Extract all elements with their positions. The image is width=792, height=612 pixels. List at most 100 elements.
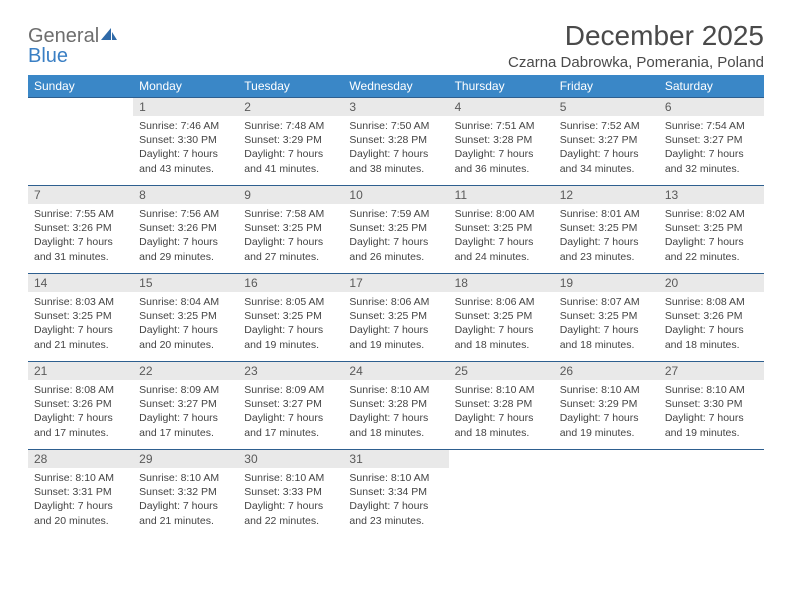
day-cell: 20Sunrise: 8:08 AMSunset: 3:26 PMDayligh…	[659, 274, 764, 362]
day-content: Sunrise: 7:46 AMSunset: 3:30 PMDaylight:…	[133, 116, 238, 182]
day-number: 14	[28, 274, 133, 292]
day-number: 22	[133, 362, 238, 380]
day-cell: 6Sunrise: 7:54 AMSunset: 3:27 PMDaylight…	[659, 98, 764, 186]
day-content: Sunrise: 8:03 AMSunset: 3:25 PMDaylight:…	[28, 292, 133, 358]
day-number: 15	[133, 274, 238, 292]
day-content: Sunrise: 8:07 AMSunset: 3:25 PMDaylight:…	[554, 292, 659, 358]
weekday-header: Friday	[554, 75, 659, 98]
day-number: 8	[133, 186, 238, 204]
day-cell	[554, 450, 659, 538]
day-cell: 4Sunrise: 7:51 AMSunset: 3:28 PMDaylight…	[449, 98, 554, 186]
weekday-header: Tuesday	[238, 75, 343, 98]
day-content: Sunrise: 8:10 AMSunset: 3:30 PMDaylight:…	[659, 380, 764, 446]
calendar-table: SundayMondayTuesdayWednesdayThursdayFrid…	[28, 75, 764, 538]
title-block: December 2025 Czarna Dabrowka, Pomerania…	[508, 20, 764, 71]
brand-part2: Blue	[28, 45, 68, 67]
day-number: 5	[554, 98, 659, 116]
day-content: Sunrise: 7:52 AMSunset: 3:27 PMDaylight:…	[554, 116, 659, 182]
day-number: 29	[133, 450, 238, 468]
day-cell: 11Sunrise: 8:00 AMSunset: 3:25 PMDayligh…	[449, 186, 554, 274]
day-number: 7	[28, 186, 133, 204]
day-content: Sunrise: 8:10 AMSunset: 3:34 PMDaylight:…	[343, 468, 448, 534]
day-number: 9	[238, 186, 343, 204]
day-content: Sunrise: 8:00 AMSunset: 3:25 PMDaylight:…	[449, 204, 554, 270]
day-cell	[659, 450, 764, 538]
day-number: 24	[343, 362, 448, 380]
day-cell: 18Sunrise: 8:06 AMSunset: 3:25 PMDayligh…	[449, 274, 554, 362]
day-number: 20	[659, 274, 764, 292]
day-cell	[449, 450, 554, 538]
day-cell: 26Sunrise: 8:10 AMSunset: 3:29 PMDayligh…	[554, 362, 659, 450]
location: Czarna Dabrowka, Pomerania, Poland	[508, 54, 764, 71]
day-number: 25	[449, 362, 554, 380]
day-cell: 5Sunrise: 7:52 AMSunset: 3:27 PMDaylight…	[554, 98, 659, 186]
day-number: 13	[659, 186, 764, 204]
brand-part1: General	[28, 25, 99, 47]
day-content: Sunrise: 7:59 AMSunset: 3:25 PMDaylight:…	[343, 204, 448, 270]
day-cell: 10Sunrise: 7:59 AMSunset: 3:25 PMDayligh…	[343, 186, 448, 274]
day-content: Sunrise: 8:10 AMSunset: 3:31 PMDaylight:…	[28, 468, 133, 534]
day-cell: 17Sunrise: 8:06 AMSunset: 3:25 PMDayligh…	[343, 274, 448, 362]
day-content: Sunrise: 7:56 AMSunset: 3:26 PMDaylight:…	[133, 204, 238, 270]
day-cell: 19Sunrise: 8:07 AMSunset: 3:25 PMDayligh…	[554, 274, 659, 362]
week-row: 21Sunrise: 8:08 AMSunset: 3:26 PMDayligh…	[28, 362, 764, 450]
day-cell: 31Sunrise: 8:10 AMSunset: 3:34 PMDayligh…	[343, 450, 448, 538]
day-number: 6	[659, 98, 764, 116]
day-cell	[28, 98, 133, 186]
day-cell: 12Sunrise: 8:01 AMSunset: 3:25 PMDayligh…	[554, 186, 659, 274]
day-number: 2	[238, 98, 343, 116]
week-row: 7Sunrise: 7:55 AMSunset: 3:26 PMDaylight…	[28, 186, 764, 274]
day-content: Sunrise: 7:58 AMSunset: 3:25 PMDaylight:…	[238, 204, 343, 270]
day-cell: 29Sunrise: 8:10 AMSunset: 3:32 PMDayligh…	[133, 450, 238, 538]
day-cell: 27Sunrise: 8:10 AMSunset: 3:30 PMDayligh…	[659, 362, 764, 450]
day-number: 10	[343, 186, 448, 204]
day-number: 11	[449, 186, 554, 204]
day-number: 21	[28, 362, 133, 380]
week-row: 14Sunrise: 8:03 AMSunset: 3:25 PMDayligh…	[28, 274, 764, 362]
day-number: 3	[343, 98, 448, 116]
day-number: 23	[238, 362, 343, 380]
day-number: 28	[28, 450, 133, 468]
day-cell: 22Sunrise: 8:09 AMSunset: 3:27 PMDayligh…	[133, 362, 238, 450]
day-content: Sunrise: 8:01 AMSunset: 3:25 PMDaylight:…	[554, 204, 659, 270]
day-number: 31	[343, 450, 448, 468]
day-number: 4	[449, 98, 554, 116]
weekday-header: Thursday	[449, 75, 554, 98]
day-cell: 21Sunrise: 8:08 AMSunset: 3:26 PMDayligh…	[28, 362, 133, 450]
brand-logo: General Blue	[28, 20, 119, 66]
week-row: 28Sunrise: 8:10 AMSunset: 3:31 PMDayligh…	[28, 450, 764, 538]
day-content: Sunrise: 7:54 AMSunset: 3:27 PMDaylight:…	[659, 116, 764, 182]
day-number: 17	[343, 274, 448, 292]
week-row: 1Sunrise: 7:46 AMSunset: 3:30 PMDaylight…	[28, 98, 764, 186]
day-content: Sunrise: 8:04 AMSunset: 3:25 PMDaylight:…	[133, 292, 238, 358]
sail-icon	[99, 26, 119, 42]
day-cell: 9Sunrise: 7:58 AMSunset: 3:25 PMDaylight…	[238, 186, 343, 274]
day-number: 16	[238, 274, 343, 292]
day-number: 27	[659, 362, 764, 380]
day-content: Sunrise: 7:51 AMSunset: 3:28 PMDaylight:…	[449, 116, 554, 182]
day-number: 12	[554, 186, 659, 204]
day-cell: 2Sunrise: 7:48 AMSunset: 3:29 PMDaylight…	[238, 98, 343, 186]
day-content: Sunrise: 7:50 AMSunset: 3:28 PMDaylight:…	[343, 116, 448, 182]
month-title: December 2025	[508, 20, 764, 52]
day-number: 18	[449, 274, 554, 292]
weekday-header: Sunday	[28, 75, 133, 98]
day-content: Sunrise: 8:08 AMSunset: 3:26 PMDaylight:…	[659, 292, 764, 358]
header: General Blue December 2025 Czarna Dabrow…	[28, 20, 764, 71]
day-content: Sunrise: 8:08 AMSunset: 3:26 PMDaylight:…	[28, 380, 133, 446]
day-cell: 24Sunrise: 8:10 AMSunset: 3:28 PMDayligh…	[343, 362, 448, 450]
day-content: Sunrise: 8:10 AMSunset: 3:28 PMDaylight:…	[449, 380, 554, 446]
day-content: Sunrise: 8:02 AMSunset: 3:25 PMDaylight:…	[659, 204, 764, 270]
day-content: Sunrise: 8:10 AMSunset: 3:32 PMDaylight:…	[133, 468, 238, 534]
day-content: Sunrise: 7:48 AMSunset: 3:29 PMDaylight:…	[238, 116, 343, 182]
day-content: Sunrise: 8:05 AMSunset: 3:25 PMDaylight:…	[238, 292, 343, 358]
day-number: 26	[554, 362, 659, 380]
weekday-header: Saturday	[659, 75, 764, 98]
day-cell: 8Sunrise: 7:56 AMSunset: 3:26 PMDaylight…	[133, 186, 238, 274]
calendar-header-row: SundayMondayTuesdayWednesdayThursdayFrid…	[28, 75, 764, 98]
day-cell: 7Sunrise: 7:55 AMSunset: 3:26 PMDaylight…	[28, 186, 133, 274]
day-content: Sunrise: 8:10 AMSunset: 3:28 PMDaylight:…	[343, 380, 448, 446]
day-number: 1	[133, 98, 238, 116]
day-content: Sunrise: 8:10 AMSunset: 3:33 PMDaylight:…	[238, 468, 343, 534]
day-content: Sunrise: 8:06 AMSunset: 3:25 PMDaylight:…	[449, 292, 554, 358]
